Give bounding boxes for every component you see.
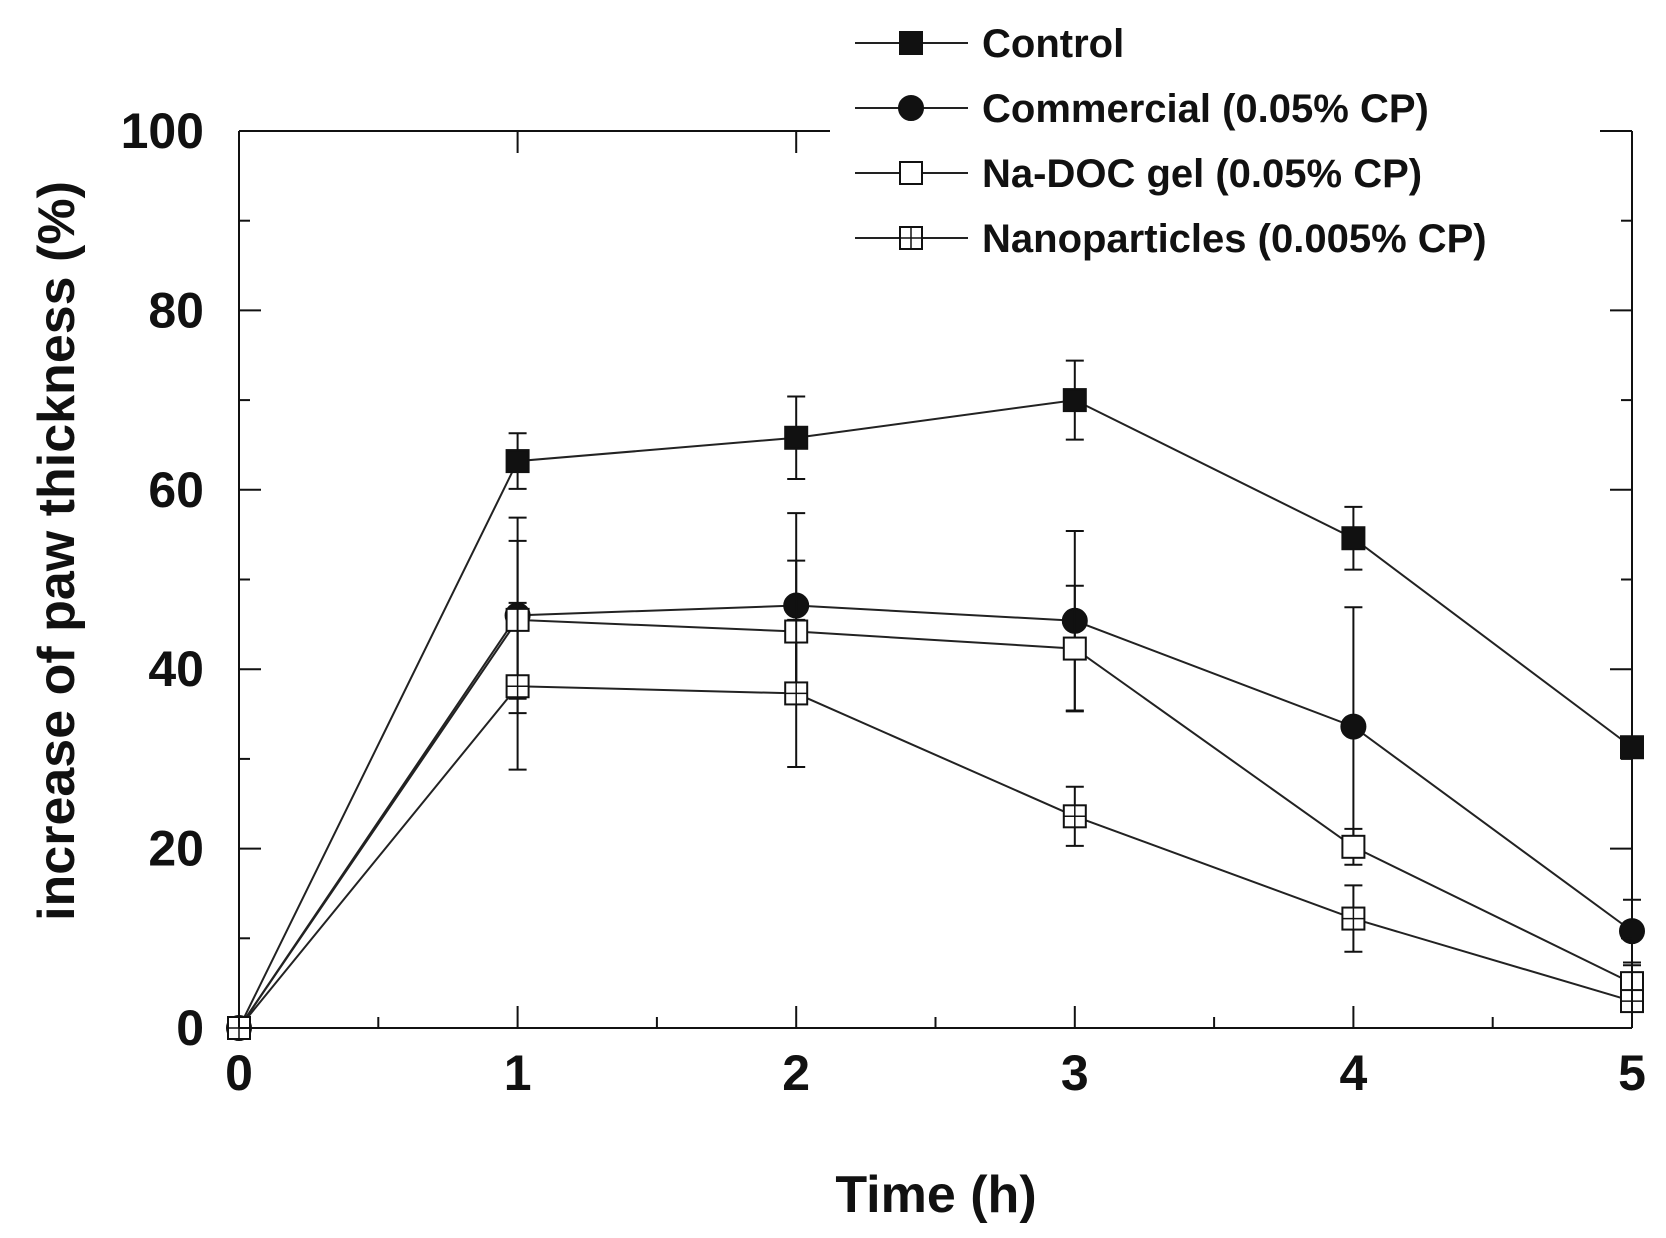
y-tick-label: 40 xyxy=(148,641,204,697)
series-3 xyxy=(227,601,1644,1040)
data-point-shape xyxy=(1062,636,1087,661)
legend-marker xyxy=(899,31,923,55)
data-point-shape xyxy=(1341,526,1366,551)
y-axis-title: increase of paw thickness (%) xyxy=(28,181,86,921)
series-line xyxy=(238,685,1633,1029)
x-tick-label: 0 xyxy=(225,1045,253,1101)
legend-marker xyxy=(899,161,923,185)
legend-entry-2: Na-DOC gel (0.05% CP) xyxy=(855,152,1422,196)
data-point xyxy=(1062,636,1087,661)
y-tick-label: 60 xyxy=(148,462,204,518)
data-point xyxy=(1340,713,1367,740)
x-tick-label: 5 xyxy=(1618,1045,1646,1101)
data-point-shape xyxy=(1341,834,1366,859)
series-line xyxy=(238,399,1633,1029)
legend-marker-shape xyxy=(899,31,923,55)
legend-label: Na-DOC gel (0.05% CP) xyxy=(982,152,1422,196)
x-tick-label: 3 xyxy=(1061,1045,1089,1101)
legend-label: Nanoparticles (0.005% CP) xyxy=(982,217,1487,261)
data-point xyxy=(1341,526,1366,551)
legend-marker-shape xyxy=(899,161,923,185)
legend-marker xyxy=(898,95,924,121)
data-point-shape xyxy=(1062,388,1087,413)
data-point xyxy=(505,449,530,474)
data-point xyxy=(1062,804,1087,829)
x-tick-label: 2 xyxy=(782,1045,810,1101)
plot-area xyxy=(226,359,1645,1041)
data-point xyxy=(784,681,809,706)
data-point-shape xyxy=(784,425,809,450)
data-point xyxy=(1341,834,1366,859)
y-tick-label: 0 xyxy=(176,1000,204,1056)
data-point xyxy=(505,674,530,699)
axes: 0 1 2 3 4 5 0 20 40 60 80 100 xyxy=(121,103,1646,1101)
x-tick-label: 1 xyxy=(504,1045,532,1101)
data-point xyxy=(1062,388,1087,413)
y-tick-label: 20 xyxy=(148,821,204,877)
data-point xyxy=(1341,906,1366,931)
x-axis-title: Time (h) xyxy=(835,1166,1036,1224)
y-tick-label: 80 xyxy=(148,282,204,338)
x-tick-label: 4 xyxy=(1339,1045,1367,1101)
legend-entry-1: Commercial (0.05% CP) xyxy=(855,87,1429,131)
legend: Control Commercial (0.05% CP) Na-DOC gel (… xyxy=(855,22,1487,261)
legend-label: Commercial (0.05% CP) xyxy=(982,87,1429,131)
series-line xyxy=(238,618,1633,1029)
legend-entry-0: Control xyxy=(855,22,1124,66)
legend-marker xyxy=(899,226,923,250)
data-point xyxy=(784,425,809,450)
legend-label: Control xyxy=(982,22,1124,66)
legend-entry-3: Nanoparticles (0.005% CP) xyxy=(855,217,1487,261)
y-tick-label: 100 xyxy=(121,103,204,159)
data-point-shape xyxy=(505,449,530,474)
series-line xyxy=(238,604,1633,1029)
